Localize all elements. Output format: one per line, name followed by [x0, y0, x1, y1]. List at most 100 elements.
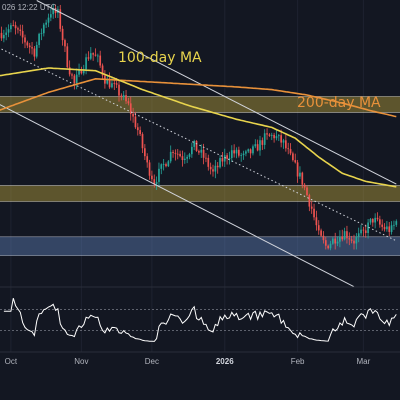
trend-lines	[0, 0, 397, 288]
candle-body	[136, 127, 139, 131]
candle-body	[353, 240, 355, 244]
candle-body	[71, 74, 73, 76]
ma200-line[interactable]	[0, 77, 397, 118]
candle-body	[280, 135, 282, 143]
candle-body	[332, 238, 334, 244]
candle-body	[129, 103, 132, 114]
candle-body	[115, 83, 118, 85]
candle-body	[188, 154, 191, 157]
candle-body	[315, 217, 318, 226]
candle-body	[282, 140, 285, 143]
candle-body	[238, 149, 240, 156]
candle-body	[221, 158, 224, 162]
candle-body	[202, 149, 205, 158]
candle-body	[179, 153, 181, 157]
channel-mid-line[interactable]	[1, 48, 397, 242]
candle-body	[132, 113, 134, 117]
candle-body	[183, 158, 186, 161]
candle-body	[106, 78, 109, 84]
candle-body	[207, 157, 210, 167]
channel-upper-line[interactable]	[36, 0, 397, 185]
candle-body	[383, 226, 386, 230]
candle-body	[113, 83, 116, 85]
candle-body	[223, 155, 226, 162]
candle-body	[252, 146, 254, 154]
candle-body	[186, 156, 188, 159]
candle-body	[367, 222, 369, 233]
candle-body	[369, 219, 372, 223]
candle-body	[247, 149, 250, 152]
candles	[0, 3, 398, 251]
candle-body	[68, 67, 71, 75]
candle-body	[249, 149, 252, 154]
time-tick-label: Feb	[291, 357, 305, 366]
candle-body	[125, 95, 127, 102]
candle-body	[362, 229, 365, 231]
ma200-annotation: 200-day MA	[297, 95, 381, 111]
candle-body	[303, 184, 306, 188]
candle-body	[256, 144, 259, 151]
candle-body	[350, 239, 353, 241]
rsi-line[interactable]	[3, 298, 397, 342]
candle-body	[85, 57, 87, 70]
candle-body	[292, 153, 294, 161]
candle-body	[191, 146, 193, 155]
candle-body	[205, 157, 207, 159]
candle-body	[10, 25, 12, 30]
candle-body	[334, 238, 337, 244]
candle-body	[296, 162, 299, 177]
candle-body	[301, 172, 304, 185]
time-tick-label: Nov	[74, 357, 88, 366]
candle-body	[148, 162, 151, 176]
candle-body	[261, 140, 264, 145]
zones	[0, 95, 400, 257]
candle-body	[393, 224, 395, 226]
candle-body	[94, 54, 97, 56]
price-zone	[0, 96, 400, 113]
candle-body	[277, 135, 280, 137]
candle-body	[42, 24, 45, 34]
candle-body	[310, 206, 313, 209]
candle-body	[169, 151, 172, 162]
candle-body	[87, 57, 90, 59]
candle-body	[101, 65, 104, 76]
candle-body	[45, 22, 47, 25]
candle-body	[97, 55, 99, 57]
candle-body	[66, 46, 69, 68]
candle-body	[219, 158, 221, 168]
candle-body	[381, 224, 384, 227]
candle-body	[308, 195, 311, 207]
candle-body	[134, 116, 137, 128]
candle-body	[118, 84, 120, 96]
candle-body	[99, 55, 102, 66]
candle-body	[158, 168, 160, 182]
candle-body	[31, 47, 33, 49]
candle-body	[73, 75, 76, 84]
time-axis[interactable]: Oct Nov Dec 2026 Feb Mar	[5, 357, 371, 366]
ma100-line[interactable]	[0, 67, 397, 188]
candle-body	[228, 158, 231, 159]
channel-lower-line[interactable]	[0, 103, 355, 288]
candle-body	[306, 187, 308, 196]
candle-body	[386, 226, 388, 230]
candle-body	[198, 151, 200, 153]
candle-body	[209, 166, 212, 170]
candle-body	[376, 217, 379, 220]
timestamp-label: 026 12:22 UTC	[2, 3, 56, 12]
candle-body	[21, 31, 24, 38]
candle-body	[75, 74, 78, 84]
candle-body	[390, 225, 393, 232]
candle-body	[346, 231, 348, 239]
time-tick-label: 2026	[216, 357, 234, 366]
candle-body	[263, 133, 266, 145]
candle-body	[153, 179, 156, 185]
candle-body	[235, 149, 238, 154]
candle-body	[139, 130, 141, 135]
candle-body	[371, 219, 374, 223]
candle-body	[233, 150, 235, 154]
time-tick-label: Oct	[5, 357, 18, 366]
candle-body	[141, 134, 144, 149]
candle-body	[320, 230, 322, 236]
candle-body	[379, 219, 381, 225]
candle-body	[245, 151, 247, 154]
